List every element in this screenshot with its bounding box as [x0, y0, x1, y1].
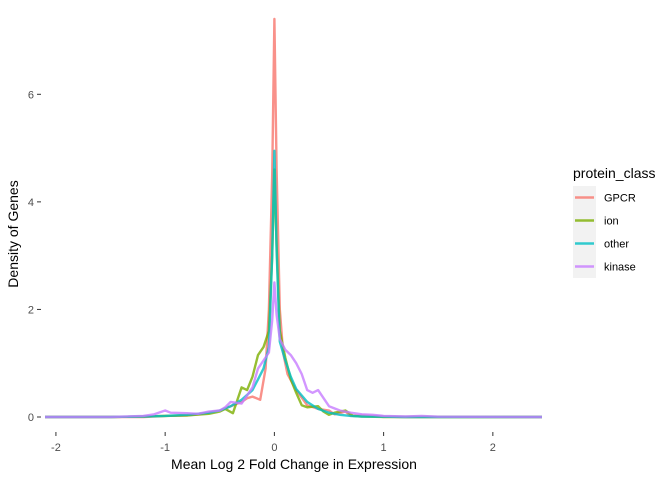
legend-title: protein_class — [573, 165, 656, 181]
y-tick-label: 0 — [28, 412, 34, 424]
x-tick-label: 1 — [381, 442, 387, 454]
legend-item-gpcr: GPCR — [573, 186, 636, 209]
y-axis-title: Density of Genes — [5, 180, 21, 287]
legend-label: GPCR — [604, 193, 636, 205]
y-tick-label: 6 — [28, 89, 34, 101]
legend: protein_class GPCR ion other kinase — [573, 165, 656, 278]
legend-item-other: other — [573, 232, 629, 255]
plot-panel — [45, 17, 543, 419]
y-tick-label: 2 — [28, 304, 34, 316]
series-line-kinase — [45, 281, 543, 419]
series-line-other — [45, 149, 542, 419]
legend-label: kinase — [604, 262, 636, 274]
y-tick-label: 4 — [28, 197, 34, 209]
legend-label: ion — [604, 216, 619, 228]
legend-item-kinase: kinase — [573, 255, 636, 278]
x-tick-label: -1 — [160, 442, 170, 454]
x-tick-label: 2 — [490, 442, 496, 454]
x-tick-label: 0 — [271, 442, 277, 454]
x-axis-title: Mean Log 2 Fold Change in Expression — [171, 456, 417, 472]
x-tick-label: -2 — [51, 442, 61, 454]
y-axis: 0 2 4 6 — [28, 89, 41, 424]
x-axis: -2 -1 0 1 2 — [51, 432, 496, 454]
legend-item-ion: ion — [573, 209, 619, 232]
legend-label: other — [604, 239, 629, 251]
